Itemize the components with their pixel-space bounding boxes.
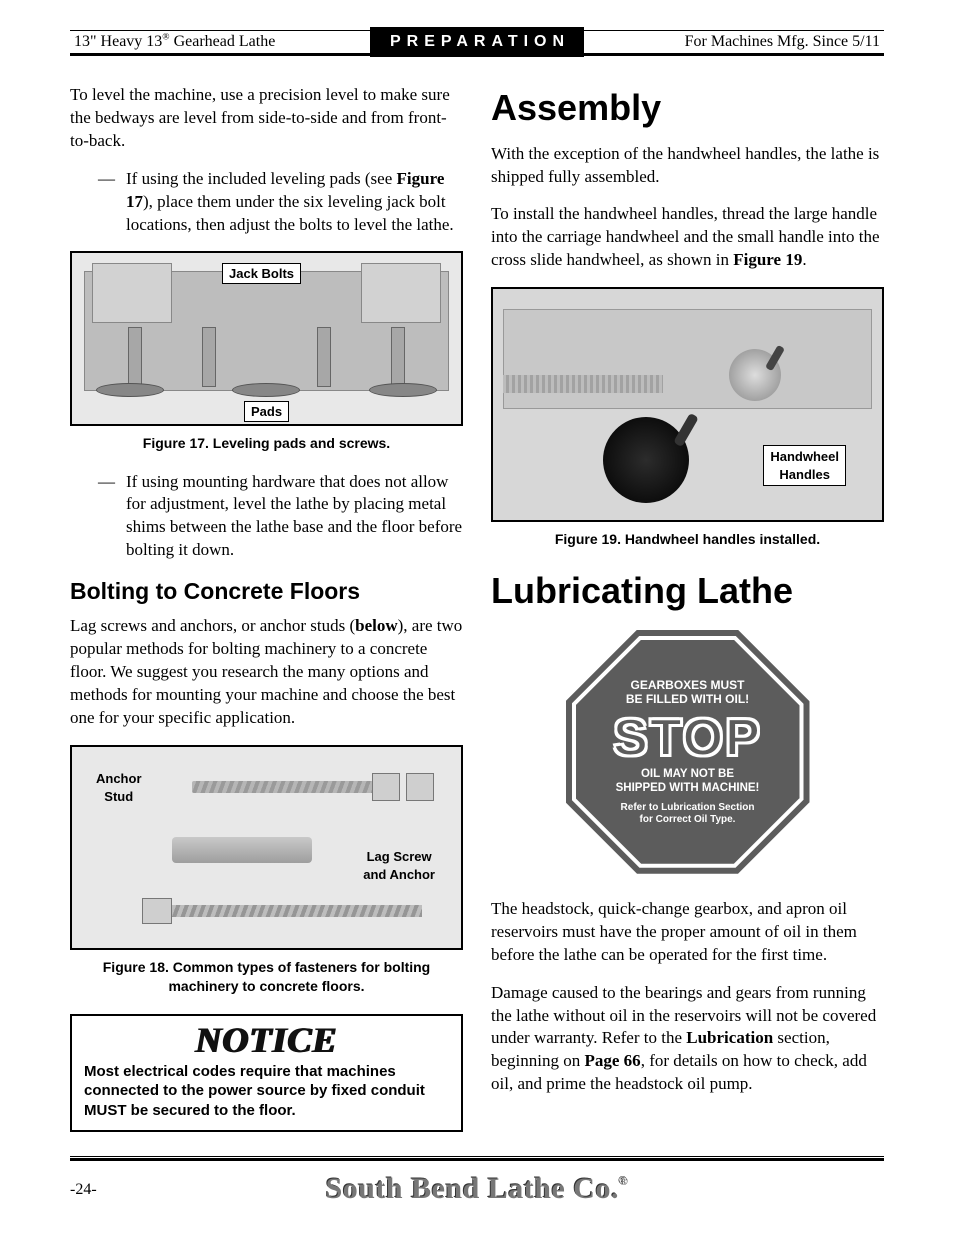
label-lag-screw: Lag Screw and Anchor xyxy=(357,847,441,884)
page-header: 13" Heavy 13® Gearhead Lathe PREPARATION… xyxy=(70,30,884,56)
bullet-dash-icon: — xyxy=(98,168,126,237)
figure-18-caption: Figure 18. Common types of fasteners for… xyxy=(70,958,463,996)
lube-p2: Damage caused to the bearings and gears … xyxy=(491,982,884,1097)
header-left-prefix: 13" Heavy 13 xyxy=(74,33,162,50)
stop-bottom-text: Refer to Lubrication Section for Correct… xyxy=(621,802,755,826)
notice-box: NOTICE Most electrical codes require tha… xyxy=(70,1014,463,1133)
stop-sign: GEARBOXES MUST BE FILLED WITH OIL! STOP … xyxy=(491,630,884,874)
page-number: -24- xyxy=(70,1179,130,1201)
stop-word: STOP xyxy=(613,712,762,764)
bolting-paragraph: Lag screws and anchors, or anchor studs … xyxy=(70,615,463,730)
stop-top-text: GEARBOXES MUST BE FILLED WITH OIL! xyxy=(626,678,749,707)
header-left: 13" Heavy 13® Gearhead Lathe xyxy=(70,31,370,53)
header-right: For Machines Mfg. Since 5/11 xyxy=(584,31,884,53)
heading-assembly: Assembly xyxy=(491,84,884,133)
bullet-text: If using mounting hardware that does not… xyxy=(126,471,463,563)
label-anchor-stud: Anchor Stud xyxy=(90,769,148,806)
lube-p1: The headstock, quick-change gearbox, and… xyxy=(491,898,884,967)
page-footer: -24- South Bend Lathe Co.® xyxy=(70,1169,884,1210)
heading-bolting: Bolting to Concrete Floors xyxy=(70,576,463,607)
figure-19: Handwheel Handles xyxy=(491,287,884,522)
figure-18: Anchor Stud Lag Screw and Anchor xyxy=(70,745,463,950)
bullet-mounting-hardware: — If using mounting hardware that does n… xyxy=(98,471,463,563)
stop-mid-text: OIL MAY NOT BE SHIPPED WITH MACHINE! xyxy=(616,768,760,796)
left-column: To level the machine, use a precision le… xyxy=(70,84,463,1132)
bullet-text: If using the included leveling pads (see… xyxy=(126,168,463,237)
label-jack-bolts: Jack Bolts xyxy=(222,263,301,285)
assembly-p1: With the exception of the handwheel hand… xyxy=(491,143,884,189)
bullet-leveling-pads: — If using the included leveling pads (s… xyxy=(98,168,463,237)
notice-title: NOTICE xyxy=(84,1022,449,1058)
right-column: Assembly With the exception of the handw… xyxy=(491,84,884,1132)
heading-lubricating: Lubricating Lathe xyxy=(491,567,884,616)
figure-17-caption: Figure 17. Leveling pads and screws. xyxy=(70,434,463,453)
bullet-dash-icon: — xyxy=(98,471,126,563)
company-name: South Bend Lathe Co.® xyxy=(130,1169,824,1210)
header-left-suffix: Gearhead Lathe xyxy=(170,33,276,50)
notice-body: Most electrical codes require that machi… xyxy=(84,1062,449,1121)
label-handwheel-handles: Handwheel Handles xyxy=(763,445,846,486)
figure-17: Jack Bolts Pads xyxy=(70,251,463,426)
assembly-p2: To install the handwheel handles, thread… xyxy=(491,203,884,272)
figure-19-caption: Figure 19. Handwheel handles installed. xyxy=(491,530,884,549)
label-pads: Pads xyxy=(244,401,289,423)
header-section-title: PREPARATION xyxy=(370,27,584,57)
leveling-intro: To level the machine, use a precision le… xyxy=(70,84,463,153)
footer-rule xyxy=(70,1156,884,1161)
